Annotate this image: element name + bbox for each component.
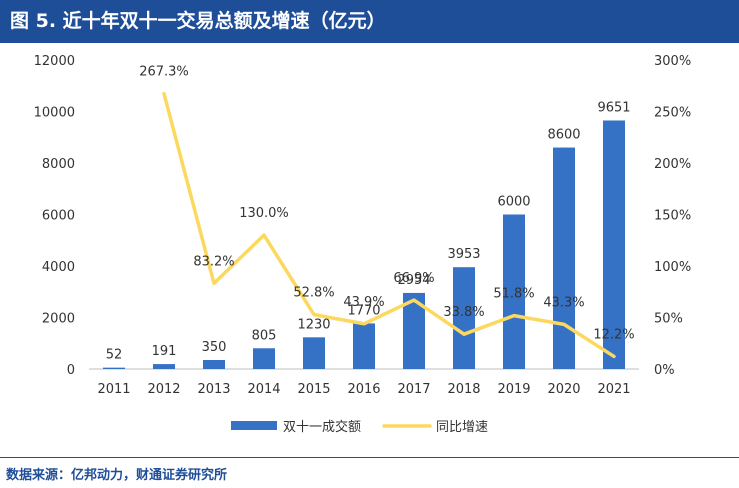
line-data-label: 51.8%	[493, 287, 534, 302]
bar	[453, 267, 475, 369]
right-axis-tick-label: 100%	[654, 260, 691, 275]
combo-chart: 0 2000 4000 6000 8000 10000 12000 0% 50% 100% 150%…	[34, 54, 692, 435]
line-data-label: 33.8%	[443, 305, 484, 320]
right-axis-tick-label: 150%	[654, 209, 691, 224]
x-axis-tick-label: 2016	[347, 382, 380, 397]
bar-data-label: 6000	[497, 195, 530, 210]
bar	[553, 147, 575, 369]
left-axis-tick-label: 6000	[42, 209, 75, 224]
bar-data-label: 805	[252, 328, 277, 343]
left-axis-tick-label: 12000	[34, 54, 75, 69]
footer-divider	[0, 457, 739, 458]
left-axis-tick-label: 10000	[34, 106, 75, 121]
x-axis-tick-label: 2018	[447, 382, 480, 397]
bar	[203, 359, 225, 369]
bar-data-label: 350	[202, 340, 227, 355]
bar-data-label: 8600	[547, 128, 580, 143]
legend-label-bar: 双十一成交额	[283, 419, 361, 435]
line-data-label: 66.9%	[393, 271, 434, 286]
x-axis-tick-label: 2011	[97, 382, 130, 397]
right-axis-tick-label: 50%	[654, 312, 683, 327]
x-axis-tick-label: 2015	[297, 382, 330, 397]
bar-data-label: 1770	[347, 303, 380, 318]
right-axis-tick-label: 300%	[654, 54, 691, 69]
legend-swatch-bar	[231, 421, 277, 430]
left-axis-tick-label: 8000	[42, 157, 75, 172]
bar-data-label: 191	[152, 344, 177, 359]
growth-line	[162, 91, 616, 359]
bar	[603, 120, 625, 369]
x-axis-tick-label: 2021	[597, 382, 630, 397]
right-axis-tick-label: 250%	[654, 106, 691, 121]
line-data-label: 43.3%	[543, 295, 584, 310]
legend-label-line: 同比增速	[436, 420, 488, 435]
x-axis-tick-label: 2020	[547, 382, 580, 397]
bar	[303, 337, 325, 369]
x-axis-tick-label: 2013	[197, 382, 230, 397]
line-data-label: 12.2%	[593, 327, 634, 342]
line-data-label: 52.8%	[293, 286, 334, 301]
line-data-label: 267.3%	[139, 65, 189, 80]
x-axis-tick-label: 2012	[147, 382, 180, 397]
left-axis-tick-label: 4000	[42, 260, 75, 275]
right-axis-tick-label: 200%	[654, 157, 691, 172]
line-data-label: 83.2%	[193, 254, 234, 269]
bar-data-label: 52	[106, 348, 123, 363]
x-axis-tick-label: 2014	[247, 382, 280, 397]
left-axis-tick-label: 2000	[42, 312, 75, 327]
bar-data-label: 2954	[397, 273, 430, 288]
bar	[353, 323, 375, 369]
bar-data-label: 3953	[447, 247, 480, 262]
figure-title: 图 5. 近十年双十一交易总额及增速（亿元）	[0, 0, 739, 43]
bar	[403, 292, 425, 369]
line-data-label: 130.0%	[239, 206, 289, 221]
bar	[153, 364, 175, 369]
line-data-label: 43.9%	[343, 295, 384, 310]
x-axis-tick-label: 2019	[497, 382, 530, 397]
bar	[503, 214, 525, 369]
bar-data-label: 9651	[597, 100, 630, 115]
left-axis-tick-label: 0	[67, 363, 75, 378]
source-note: 数据来源：亿邦动力，财通证券研究所	[6, 468, 228, 483]
right-axis-tick-label: 0%	[654, 363, 675, 378]
bar	[253, 348, 275, 369]
bar	[103, 367, 125, 369]
x-axis-tick-label: 2017	[397, 382, 430, 397]
bar-data-label: 1230	[297, 317, 330, 332]
